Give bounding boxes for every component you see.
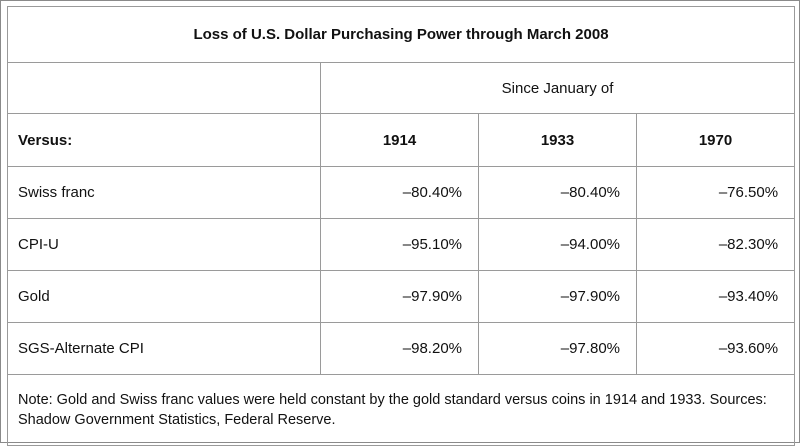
row-label: Swiss franc [7, 166, 321, 219]
table-row: SGS-Alternate CPI –98.20% –97.80% –93.60… [7, 322, 796, 375]
empty-header-cell [7, 62, 321, 114]
value-cell: –93.40% [635, 270, 796, 323]
value-cell: –80.40% [320, 166, 479, 219]
table-row: Gold –97.90% –97.90% –93.40% [7, 270, 796, 323]
value-cell: –97.80% [478, 322, 637, 375]
value-cell: –97.90% [320, 270, 479, 323]
row-label: Gold [7, 270, 321, 323]
row-label: CPI-U [7, 218, 321, 271]
table-title: Loss of U.S. Dollar Purchasing Power thr… [6, 6, 796, 63]
table-row: Swiss franc –80.40% –80.40% –76.50% [7, 166, 796, 219]
year-header-1933: 1933 [478, 113, 637, 167]
versus-header: Versus: [7, 113, 321, 167]
value-cell: –97.90% [478, 270, 637, 323]
value-cell: –80.40% [478, 166, 637, 219]
value-cell: –94.00% [478, 218, 637, 271]
year-header-1970: 1970 [635, 113, 796, 167]
since-header: Since January of [319, 62, 796, 114]
value-cell: –98.20% [320, 322, 479, 375]
value-cell: –82.30% [635, 218, 796, 271]
row-label: SGS-Alternate CPI [7, 322, 321, 375]
value-cell: –76.50% [635, 166, 796, 219]
purchasing-power-table: Loss of U.S. Dollar Purchasing Power thr… [6, 6, 796, 446]
value-cell: –95.10% [320, 218, 479, 271]
value-cell: –93.60% [635, 322, 796, 375]
table-row: CPI-U –95.10% –94.00% –82.30% [7, 218, 796, 271]
year-header-1914: 1914 [320, 113, 479, 167]
table-note: Note: Gold and Swiss franc values were h… [6, 374, 796, 446]
